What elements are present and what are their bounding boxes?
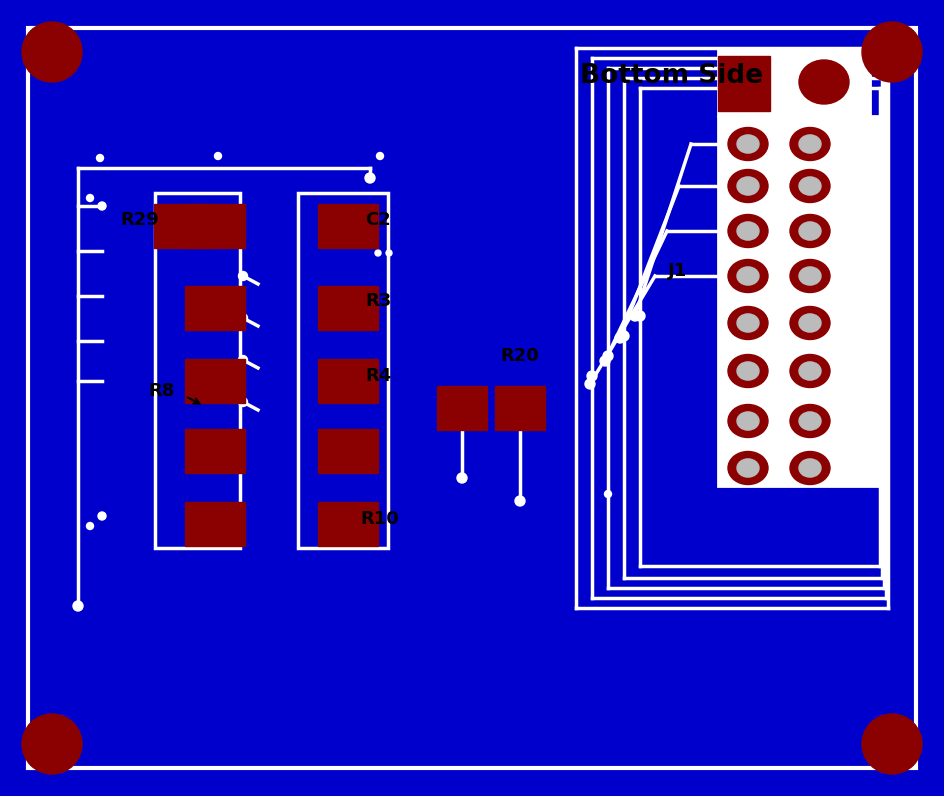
Circle shape <box>603 351 613 361</box>
Bar <box>437 386 487 430</box>
Circle shape <box>731 71 757 97</box>
Bar <box>185 502 245 546</box>
Ellipse shape <box>728 214 768 248</box>
Circle shape <box>862 714 922 774</box>
Ellipse shape <box>790 259 830 292</box>
Circle shape <box>375 250 381 256</box>
Text: R8: R8 <box>148 382 175 400</box>
Circle shape <box>604 490 612 498</box>
Text: R10: R10 <box>360 510 398 528</box>
Ellipse shape <box>737 314 759 332</box>
Ellipse shape <box>799 60 849 104</box>
Bar <box>155 193 240 548</box>
Ellipse shape <box>728 127 768 161</box>
Circle shape <box>587 371 597 381</box>
Bar <box>718 48 870 116</box>
Ellipse shape <box>799 362 821 380</box>
Ellipse shape <box>790 451 830 485</box>
Ellipse shape <box>728 451 768 485</box>
Ellipse shape <box>737 222 759 240</box>
Ellipse shape <box>799 267 821 285</box>
Ellipse shape <box>728 354 768 388</box>
Circle shape <box>365 173 375 183</box>
Bar <box>495 386 545 430</box>
Ellipse shape <box>737 362 759 380</box>
Ellipse shape <box>790 404 830 438</box>
Bar <box>318 204 378 248</box>
Circle shape <box>457 473 467 483</box>
Circle shape <box>239 397 247 407</box>
Text: R4: R4 <box>365 367 391 385</box>
Bar <box>318 359 378 403</box>
Ellipse shape <box>799 177 821 195</box>
Text: R3: R3 <box>365 292 391 310</box>
Bar <box>185 204 245 248</box>
Ellipse shape <box>790 127 830 161</box>
Circle shape <box>862 22 922 82</box>
Ellipse shape <box>737 267 759 285</box>
Circle shape <box>22 714 82 774</box>
Ellipse shape <box>728 404 768 438</box>
Text: R29: R29 <box>120 211 159 229</box>
Bar <box>185 359 245 403</box>
Circle shape <box>98 202 106 210</box>
Bar <box>154 204 212 248</box>
Circle shape <box>239 271 247 280</box>
Circle shape <box>600 356 610 366</box>
Circle shape <box>214 153 222 159</box>
Ellipse shape <box>728 306 768 340</box>
Ellipse shape <box>737 135 759 153</box>
Bar <box>318 286 378 330</box>
Bar <box>318 429 378 473</box>
Circle shape <box>615 333 625 343</box>
Bar <box>185 286 245 330</box>
Ellipse shape <box>799 459 821 477</box>
Circle shape <box>377 153 383 159</box>
Ellipse shape <box>790 354 830 388</box>
Bar <box>318 502 378 546</box>
Circle shape <box>239 356 247 365</box>
Circle shape <box>98 512 106 520</box>
Ellipse shape <box>737 177 759 195</box>
Text: R20: R20 <box>500 347 539 365</box>
Circle shape <box>585 379 595 389</box>
Circle shape <box>22 22 82 82</box>
Text: C2: C2 <box>365 211 391 229</box>
Circle shape <box>811 69 837 95</box>
Ellipse shape <box>790 214 830 248</box>
Circle shape <box>87 522 93 529</box>
Ellipse shape <box>799 222 821 240</box>
Circle shape <box>73 601 83 611</box>
Circle shape <box>96 154 104 162</box>
Ellipse shape <box>737 459 759 477</box>
Circle shape <box>515 496 525 506</box>
Circle shape <box>87 194 93 201</box>
Text: J1: J1 <box>668 262 687 280</box>
Bar <box>298 193 388 548</box>
Bar <box>718 116 878 486</box>
Circle shape <box>386 250 392 256</box>
Ellipse shape <box>728 259 768 292</box>
Ellipse shape <box>790 306 830 340</box>
Circle shape <box>630 311 640 321</box>
Ellipse shape <box>799 135 821 153</box>
Ellipse shape <box>799 412 821 430</box>
Circle shape <box>635 311 645 321</box>
Ellipse shape <box>728 170 768 202</box>
Circle shape <box>239 314 247 322</box>
Ellipse shape <box>737 412 759 430</box>
Ellipse shape <box>799 314 821 332</box>
Text: Bottom Side: Bottom Side <box>580 63 763 89</box>
Bar <box>185 429 245 473</box>
Circle shape <box>619 331 629 341</box>
Bar <box>718 56 770 111</box>
Ellipse shape <box>790 170 830 202</box>
